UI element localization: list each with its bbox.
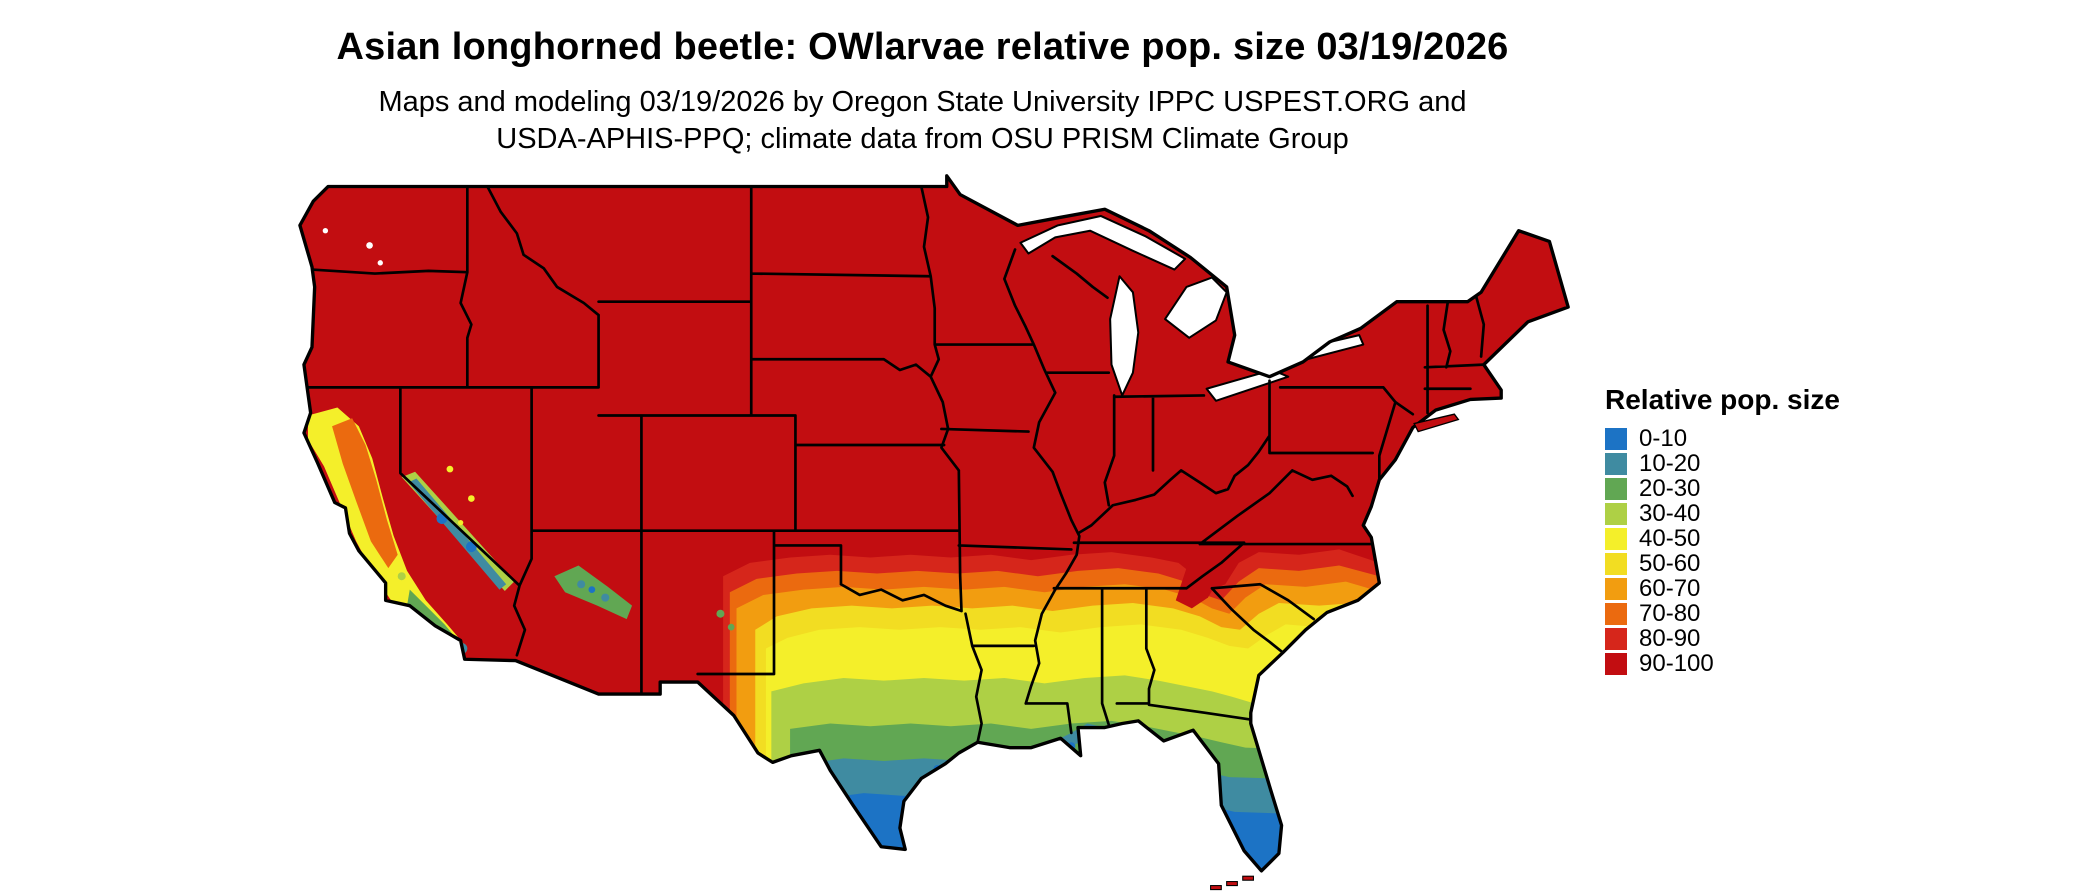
page-title: Asian longhorned beetle: OWlarvae relati… [336, 26, 1509, 68]
legend-label: 80-90 [1639, 625, 1701, 652]
legend-item: 70-80 [1605, 600, 1840, 627]
legend-swatch-40-50 [1605, 528, 1627, 550]
legend-label: 60-70 [1639, 575, 1701, 602]
legend-swatch-70-80 [1605, 603, 1627, 625]
legend-label: 70-80 [1639, 600, 1701, 627]
legend-swatch-20-30 [1605, 478, 1627, 500]
legend-swatch-0-10 [1605, 428, 1627, 450]
legend-item: 30-40 [1605, 500, 1840, 527]
legend-label: 20-30 [1639, 475, 1701, 502]
arizona-teal-specks [577, 580, 610, 602]
us-population-map [298, 174, 1570, 891]
long-island [1413, 413, 1460, 433]
state-borders [303, 185, 1486, 744]
legend-title: Relative pop. size [1605, 384, 1840, 415]
legend-swatch-50-60 [1605, 553, 1627, 575]
legend-item: 0-10 [1605, 425, 1840, 452]
legend-item: 80-90 [1605, 625, 1840, 652]
appalachian-red-tongue [1175, 533, 1235, 609]
legend-swatch-90-100 [1605, 653, 1627, 675]
map-fill-layers [299, 175, 1569, 871]
legend-swatch-10-20 [1605, 453, 1627, 475]
legend-label: 0-10 [1639, 425, 1688, 452]
legend-item: 10-20 [1605, 450, 1840, 477]
legend-swatch-30-40 [1605, 503, 1627, 525]
region-0-10 [823, 790, 1400, 871]
legend-label: 50-60 [1639, 550, 1701, 577]
legend-item: 60-70 [1605, 575, 1840, 602]
sierra-teal-core [408, 478, 507, 590]
florida-keys [1210, 875, 1254, 891]
subtitle-line-2: USDA-APHIS-PPQ; climate data from OSU PR… [496, 123, 1349, 155]
legend-label: 30-40 [1639, 500, 1701, 527]
arizona-blue-speck [588, 586, 596, 593]
legend-item: 50-60 [1605, 550, 1840, 577]
nevada-yellow-specks [446, 465, 475, 526]
subtitle-line-1: Maps and modeling 03/19/2026 by Oregon S… [378, 86, 1467, 118]
lake-superior [1019, 214, 1187, 271]
legend-swatch-80-90 [1605, 628, 1627, 650]
legend-item: 90-100 [1605, 650, 1840, 677]
new-mexico-green-specks [716, 609, 735, 631]
legend-item: 20-30 [1605, 475, 1840, 502]
great-lakes [1019, 214, 1365, 402]
lake-michigan [1109, 275, 1140, 397]
legend-swatch-60-70 [1605, 578, 1627, 600]
map-legend: Relative pop. size 0-10 10-20 20-30 30-4… [1605, 384, 1840, 678]
page-subtitle: Maps and modeling 03/19/2026 by Oregon S… [0, 84, 1845, 158]
us-outline [298, 174, 1570, 873]
legend-item: 40-50 [1605, 525, 1840, 552]
legend-label: 40-50 [1639, 525, 1701, 552]
legend-label: 10-20 [1639, 450, 1701, 477]
legend-label: 90-100 [1639, 650, 1714, 677]
cascade-white-specks [322, 228, 383, 266]
california-yellowgreen-speck [397, 572, 406, 581]
california-orange-zone [332, 418, 398, 569]
